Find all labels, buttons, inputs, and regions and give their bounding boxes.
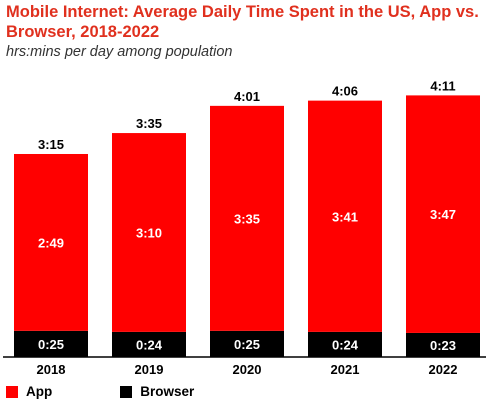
- chart-subtitle: hrs:mins per day among population: [6, 44, 233, 60]
- bar-app-2018: [14, 153, 88, 331]
- total-label-2020: 4:01: [234, 89, 260, 104]
- bar-browser-2018: [14, 330, 88, 357]
- legend-label-app: App: [26, 384, 53, 399]
- data-label-app-2022: 3:47: [430, 207, 456, 222]
- bar-app-2022: [406, 95, 480, 333]
- data-label-app-2020: 3:35: [234, 211, 260, 226]
- bar-browser-2019: [112, 331, 186, 357]
- data-label-browser-2020: 0:25: [234, 337, 260, 352]
- data-label-browser-2019: 0:24: [136, 337, 163, 352]
- data-label-app-2021: 3:41: [332, 209, 358, 224]
- legend-item-browser: Browser: [120, 384, 194, 399]
- chart-title: Mobile Internet: Average Daily Time Spen…: [6, 3, 479, 41]
- data-label-browser-2018: 0:25: [38, 337, 64, 352]
- bar-app-2019: [112, 133, 186, 332]
- legend-item-app: App: [6, 384, 52, 399]
- data-label-browser-2022: 0:23: [430, 338, 456, 353]
- x-tick-label-2022: 2022: [429, 362, 458, 377]
- bar-browser-2022: [406, 332, 480, 357]
- total-label-2021: 4:06: [332, 84, 358, 99]
- legend-label-browser: Browser: [140, 384, 195, 399]
- total-label-2022: 4:11: [430, 78, 455, 93]
- chart-legend: App Browser: [6, 384, 194, 399]
- legend-swatch-browser: [120, 385, 133, 398]
- bar-app-2020: [210, 105, 284, 331]
- x-tick-label-2021: 2021: [331, 362, 360, 377]
- legend-swatch-app: [6, 385, 18, 398]
- total-label-2018: 3:15: [38, 137, 64, 152]
- x-tick-label-2019: 2019: [135, 362, 164, 377]
- x-tick-label-2020: 2020: [233, 362, 262, 377]
- bar-browser-2020: [210, 330, 284, 357]
- bar-app-2021: [308, 100, 382, 332]
- data-label-app-2019: 3:10: [136, 225, 162, 240]
- total-label-2019: 3:35: [136, 116, 162, 131]
- bar-browser-2021: [308, 331, 382, 357]
- x-tick-label-2018: 2018: [37, 362, 66, 377]
- data-label-browser-2021: 0:24: [332, 337, 359, 352]
- data-label-app-2018: 2:49: [38, 235, 64, 250]
